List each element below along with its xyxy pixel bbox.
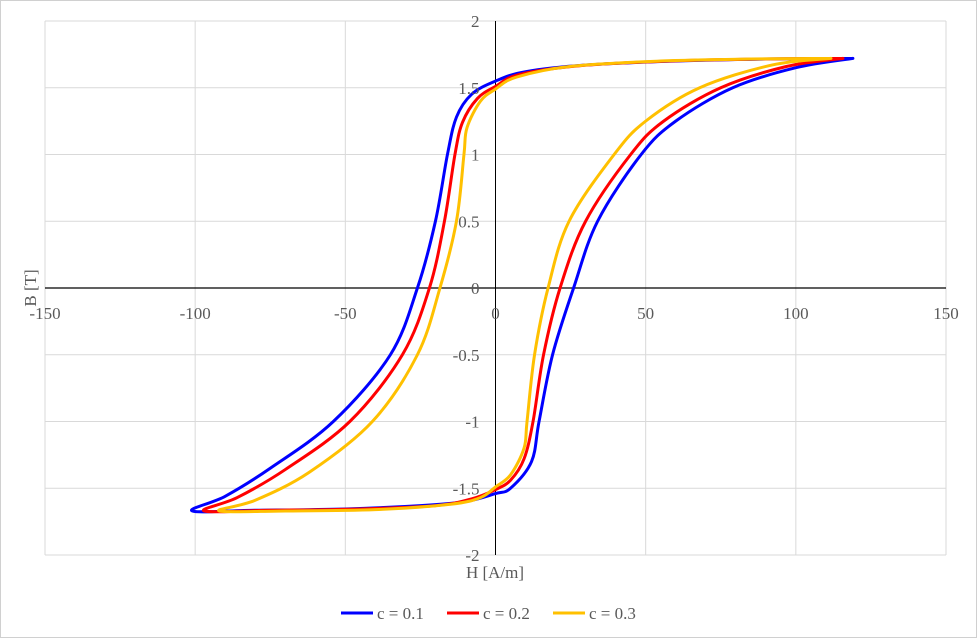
tick-labels: -150 -100 -50 0 50 100 150 -2 -1.5 -1 -0.5 0 0.5 1 1.5… bbox=[29, 12, 958, 565]
y-tick-label: 0 bbox=[471, 279, 480, 298]
y-tick-label: -0.5 bbox=[453, 346, 480, 365]
y-tick-label: -1.5 bbox=[453, 479, 480, 498]
series-group bbox=[190, 56, 855, 514]
x-tick-label: 100 bbox=[783, 304, 809, 323]
x-tick-label: 0 bbox=[491, 304, 500, 323]
axes bbox=[45, 21, 946, 555]
series-line-1 bbox=[190, 56, 855, 514]
legend: c = 0.1 c = 0.2 c = 0.3 bbox=[341, 604, 636, 623]
legend-label-2: c = 0.2 bbox=[483, 604, 530, 623]
x-tick-label: 50 bbox=[637, 304, 654, 323]
y-tick-label: 1.5 bbox=[458, 79, 479, 98]
y-tick-label: 2 bbox=[471, 12, 480, 31]
x-tick-label: 150 bbox=[933, 304, 959, 323]
x-axis-label: H [A/m] bbox=[466, 563, 524, 582]
y-axis-label: B [T] bbox=[21, 269, 40, 306]
series-line-2 bbox=[201, 56, 845, 514]
y-tick-label: 1 bbox=[471, 146, 480, 165]
x-tick-label: -100 bbox=[180, 304, 211, 323]
series-line-3 bbox=[217, 56, 833, 514]
legend-label-1: c = 0.1 bbox=[377, 604, 424, 623]
x-tick-label: -50 bbox=[334, 304, 357, 323]
legend-label-3: c = 0.3 bbox=[589, 604, 636, 623]
y-tick-label: -1 bbox=[465, 413, 479, 432]
y-tick-label: 0.5 bbox=[458, 212, 479, 231]
x-tick-label: -150 bbox=[29, 304, 60, 323]
y-tick-label: -2 bbox=[465, 546, 479, 565]
